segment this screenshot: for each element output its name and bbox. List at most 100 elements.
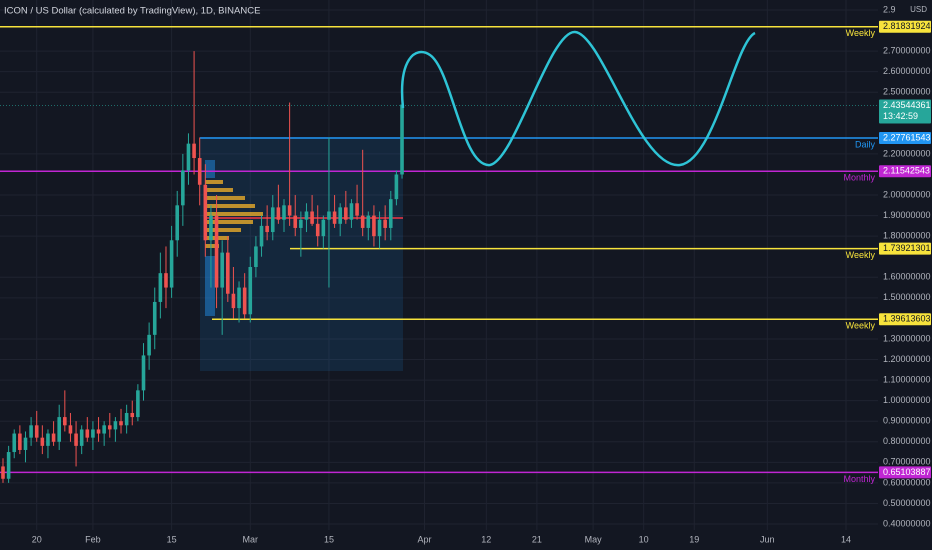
- candle-body: [310, 211, 314, 224]
- x-tick-label: 12: [481, 534, 491, 544]
- currency: USD: [910, 5, 927, 14]
- candle-body: [164, 273, 168, 288]
- candle-body: [360, 215, 365, 228]
- volume-profile-box: [200, 137, 403, 371]
- candle-body: [1, 466, 5, 479]
- candle-body: [130, 412, 135, 418]
- candle-body: [209, 215, 213, 241]
- candle-body: [383, 219, 387, 228]
- x-tick-label: Feb: [85, 534, 101, 544]
- level-price-label: 1.39613603: [883, 314, 931, 324]
- candle-body: [51, 433, 56, 442]
- candle-body: [34, 425, 39, 438]
- profile-bar: [205, 160, 215, 178]
- price-axis: [878, 0, 932, 550]
- profile-bar: [205, 212, 263, 216]
- profile-bar: [205, 256, 215, 316]
- y-tick-label: 0.50000000: [883, 498, 931, 508]
- candle-body: [68, 425, 73, 434]
- candle-body: [197, 158, 202, 185]
- candle-body: [231, 293, 236, 309]
- profile-bar: [205, 196, 245, 200]
- candle-body: [344, 207, 348, 220]
- level-name: Weekly: [846, 28, 876, 38]
- candle-body: [186, 143, 191, 171]
- axis-labels: 2.9 2.70000000 2.60000000 2.50000000 2.20000…: [32, 4, 931, 544]
- candle-body: [388, 199, 393, 228]
- candle-body: [57, 417, 61, 442]
- time-axis: [0, 530, 932, 550]
- candle-body: [259, 225, 264, 247]
- level-price-box: [879, 313, 931, 326]
- x-tick-label: Mar: [243, 534, 259, 544]
- candle-body: [304, 211, 309, 220]
- candle-body: [152, 301, 157, 335]
- candle-body: [113, 421, 118, 430]
- candle-body: [158, 273, 163, 302]
- profile-bar: [205, 188, 233, 192]
- last-price-label: 2.43544361: [883, 100, 931, 110]
- profile-bar: [205, 220, 253, 224]
- candle-body: [85, 429, 90, 438]
- x-tick-label: 20: [32, 534, 42, 544]
- level-price-label: 2.81831924: [883, 21, 931, 31]
- profile-bar: [205, 204, 255, 208]
- candles: [1, 51, 404, 483]
- y-tick-label: 1.00000000: [883, 395, 931, 405]
- candle-body: [18, 433, 22, 450]
- x-tick-label: 19: [689, 534, 699, 544]
- y-tick-label: 2.00000000: [883, 189, 931, 199]
- candle-body: [169, 240, 174, 288]
- y-tick-label: 1.30000000: [883, 333, 931, 343]
- level-name: Daily: [855, 139, 876, 149]
- y-tick-label: 2.9: [883, 4, 896, 14]
- candle-body: [400, 104, 404, 175]
- candle-body: [91, 429, 95, 438]
- x-tick-label: Apr: [417, 534, 431, 544]
- candle-body: [237, 287, 241, 309]
- x-tick-label: 14: [841, 534, 851, 544]
- candle-body: [124, 412, 129, 426]
- candle-body: [349, 203, 354, 220]
- profile-bar: [205, 244, 219, 248]
- x-tick-label: 15: [167, 534, 177, 544]
- candle-body: [12, 433, 17, 453]
- level-price-box: [879, 242, 931, 255]
- y-tick-label: 1.20000000: [883, 354, 931, 364]
- candle-body: [315, 223, 320, 237]
- level-name: Monthly: [843, 474, 875, 484]
- x-tick-label: 21: [532, 534, 542, 544]
- x-tick-label: Jun: [760, 534, 775, 544]
- level-price-label: 2.27761543: [883, 132, 931, 142]
- candle-body: [226, 252, 230, 294]
- y-tick-label: 2.50000000: [883, 87, 931, 97]
- candle-body: [265, 225, 269, 233]
- y-tick-label: 0.60000000: [883, 477, 931, 487]
- candle-body: [327, 211, 331, 220]
- candle-body: [136, 390, 140, 418]
- candle-body: [282, 205, 286, 220]
- level-name: Weekly: [846, 250, 876, 260]
- candle-body: [242, 287, 247, 315]
- candle-body: [276, 207, 281, 220]
- candle-body: [248, 267, 253, 315]
- candle-body: [29, 425, 33, 438]
- candle-body: [299, 219, 303, 228]
- y-tick-label: 2.70000000: [883, 45, 931, 55]
- candle-body: [338, 207, 342, 224]
- candle-body: [102, 425, 106, 434]
- level-name: Weekly: [846, 321, 876, 331]
- candle-body: [287, 205, 292, 216]
- chart-title: ICON / US Dollar (calculated by TradingV…: [4, 6, 260, 17]
- candle-body: [394, 174, 399, 200]
- candle-body: [119, 421, 123, 426]
- candle-body: [107, 425, 112, 430]
- y-tick-label: 1.50000000: [883, 292, 931, 302]
- levels: Weekly Daily Monthly Weekly Weekly Monthly: [0, 26, 878, 484]
- candle-body: [321, 219, 326, 237]
- candle-body: [270, 207, 275, 233]
- candle-body: [96, 429, 101, 434]
- candle-body: [254, 246, 258, 267]
- y-tick-label: 2.20000000: [883, 148, 931, 158]
